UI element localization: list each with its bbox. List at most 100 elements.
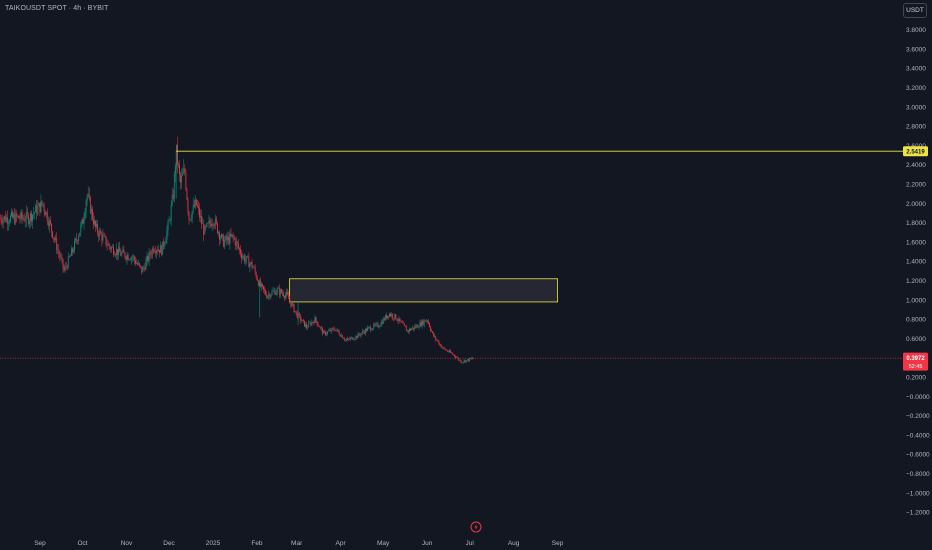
candle-body [162, 241, 164, 255]
candle-body [391, 314, 393, 316]
x-tick-label: Dec [163, 540, 175, 547]
candle-body [69, 255, 71, 257]
candle-body [240, 249, 241, 255]
candle-body [246, 256, 248, 260]
candle-body [79, 232, 81, 237]
candle-body [108, 243, 110, 247]
zone-box[interactable] [289, 278, 558, 303]
candle-body [470, 358, 471, 359]
candle-body [298, 313, 300, 316]
candle-body [134, 256, 135, 261]
candle-body [37, 206, 39, 215]
candle-body [200, 215, 201, 218]
candle-body [222, 234, 223, 237]
candle-body [282, 292, 283, 294]
candle-body [44, 210, 46, 216]
candle-body [29, 220, 30, 225]
candle-body [304, 320, 305, 327]
candle-body [247, 256, 249, 257]
candle-body [26, 211, 28, 215]
x-tick-label: Jun [422, 540, 433, 547]
candle-body [293, 304, 295, 312]
candle-body [365, 328, 366, 334]
candle-body [57, 249, 59, 250]
candle-body [350, 337, 352, 340]
candle-body [194, 199, 196, 208]
candle-body [368, 327, 369, 328]
candle-body [380, 321, 382, 326]
candle-body [338, 331, 340, 335]
candle-body [120, 252, 122, 256]
candle-body [428, 321, 429, 324]
candle-body [43, 204, 45, 211]
candle-body [170, 204, 172, 221]
candle-body [278, 288, 280, 295]
candle-body [390, 313, 391, 316]
candle-body [61, 257, 63, 260]
candle-body [360, 333, 362, 336]
time-axis[interactable]: Sep Oct Nov Dec 2025 Feb Mar Apr May Jun Jul Aug Sep [34, 540, 564, 547]
candle-body [213, 224, 215, 226]
candle-body [86, 195, 88, 201]
candle-body [254, 267, 256, 273]
candle-body [93, 219, 94, 225]
candle-body [110, 247, 112, 250]
candle-body [317, 324, 319, 326]
candle-body [235, 241, 237, 246]
candle-body [63, 267, 65, 271]
candle-body [397, 320, 399, 322]
candle-body [437, 340, 439, 342]
candle-body [447, 351, 449, 352]
candle-body [363, 331, 365, 334]
x-tick-label: Mar [291, 540, 303, 547]
candle-body [324, 331, 325, 332]
candle-body [269, 294, 271, 298]
candle-body [83, 217, 85, 224]
x-tick-label: Jul [466, 540, 475, 547]
candle-body [354, 338, 356, 340]
candle-body [188, 211, 190, 220]
candle-body [119, 247, 121, 253]
candle-body [424, 320, 426, 322]
candle-body [377, 323, 379, 327]
candle-body [89, 197, 91, 214]
candle-body [193, 204, 195, 208]
zone-box-layer [289, 278, 558, 303]
candle-body [181, 175, 183, 183]
candle-body [292, 303, 294, 305]
candle-body [379, 325, 381, 327]
candle-body [190, 218, 192, 220]
candle-body [224, 240, 226, 247]
candle-body [118, 247, 120, 256]
lightning-icon[interactable] [470, 521, 482, 533]
candle-body [374, 324, 376, 326]
candle-body [10, 215, 11, 222]
candle-body [460, 360, 462, 363]
candle-body [179, 164, 180, 175]
candle-body [430, 327, 431, 331]
candle-body [38, 203, 40, 207]
y-tick-label: 0.2000 [906, 375, 926, 382]
candle-body [92, 208, 93, 220]
candle-body [76, 238, 78, 241]
candle-body [263, 285, 264, 290]
candle-body [129, 259, 131, 260]
x-tick-label: Aug [508, 540, 520, 547]
candle-body [255, 272, 257, 279]
candle-body [40, 200, 42, 213]
last-price-tag [903, 352, 928, 371]
candle-body [166, 230, 168, 240]
candle-body [149, 252, 151, 255]
candle-body [209, 220, 211, 224]
horizontal-line-price-tag [903, 146, 928, 157]
candle-body [152, 248, 154, 252]
candle-body [452, 353, 453, 355]
candle-body [113, 246, 114, 255]
candle-body [276, 288, 278, 293]
currency-button[interactable]: USDT [903, 3, 927, 18]
candle-body [467, 359, 469, 361]
candle-body [82, 219, 84, 224]
candle-body [88, 193, 90, 198]
candle-body [219, 232, 220, 240]
